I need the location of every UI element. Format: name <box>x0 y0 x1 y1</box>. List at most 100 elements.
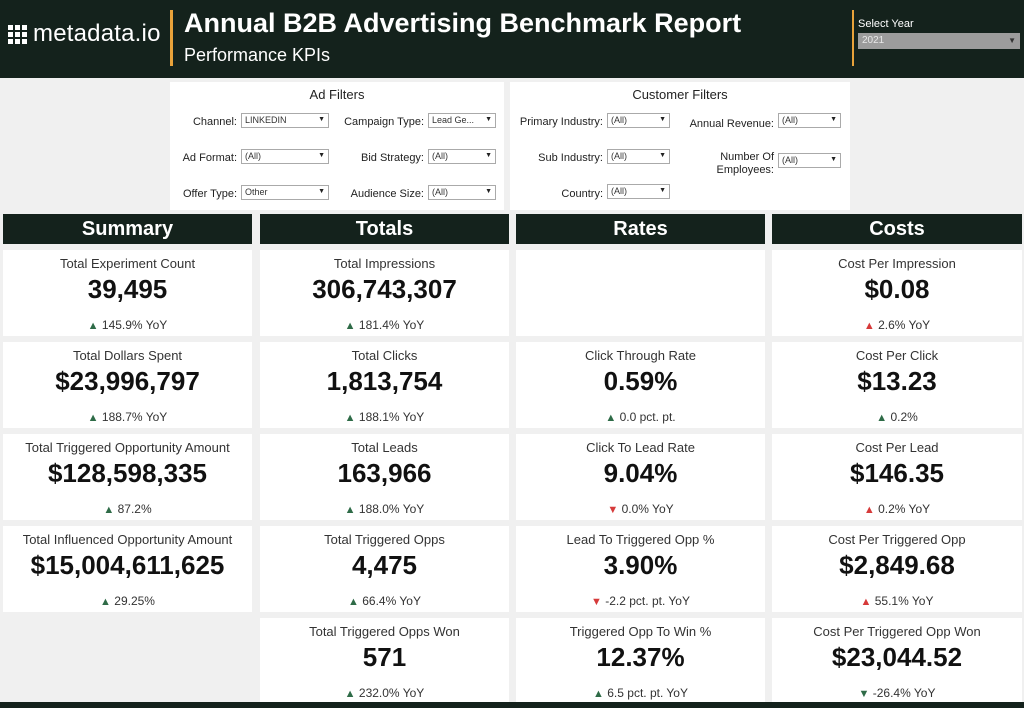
triangle-up-icon: ▲ <box>863 320 875 332</box>
kpi-card-empty <box>516 250 765 336</box>
bid-strategy-select[interactable]: (All) ▼ <box>428 149 496 164</box>
kpi-card: Triggered Opp To Win % 12.37% ▲ 6.5 pct.… <box>516 618 765 702</box>
triangle-up-icon: ▲ <box>876 412 888 424</box>
kpi-change-text: 0.2% <box>890 410 918 424</box>
primary-industry-value: (All) <box>611 115 627 125</box>
ad-filters-title: Ad Filters <box>309 87 365 102</box>
country-value: (All) <box>611 186 627 196</box>
logo: metadata.io <box>8 20 161 48</box>
campaign-type-value: Lead Ge... <box>432 115 475 125</box>
kpi-value: 4,475 <box>351 550 418 580</box>
kpi-change: ▼ -26.4% YoY <box>772 686 1022 700</box>
offer-type-select[interactable]: Other ▼ <box>241 185 329 200</box>
kpi-card: Total Influenced Opportunity Amount $15,… <box>3 526 252 612</box>
kpi-card: Click To Lead Rate 9.04% ▼ 0.0% YoY <box>516 434 765 520</box>
kpi-value: 571 <box>362 642 407 672</box>
triangle-up-icon: ▲ <box>344 688 356 700</box>
kpi-change-text: 145.9% YoY <box>101 318 168 332</box>
divider <box>170 10 173 66</box>
triangle-up-icon: ▲ <box>87 412 99 424</box>
kpi-change: ▲ 6.5 pct. pt. YoY <box>516 686 765 700</box>
page-subtitle: Performance KPIs <box>184 45 331 65</box>
triangle-up-icon: ▲ <box>344 320 356 332</box>
kpi-label: Cost Per Triggered Opp Won <box>813 624 981 639</box>
kpi-label: Click Through Rate <box>584 348 697 363</box>
offer-type-label: Offer Type: <box>182 188 237 200</box>
num-employees-select[interactable]: (All) ▼ <box>778 153 841 168</box>
kpi-change-text: 6.5 pct. pt. YoY <box>607 686 688 700</box>
kpi-change: ▲ 87.2% <box>3 502 252 516</box>
year-select[interactable]: 2021 ▼ <box>858 33 1020 49</box>
num-employees-label: Number Of Employees: <box>674 151 774 177</box>
kpi-card: Total Triggered Opportunity Amount $128,… <box>3 434 252 520</box>
sub-industry-value: (All) <box>611 151 627 161</box>
year-label: Select Year <box>858 18 914 30</box>
kpi-value: $23,044.52 <box>831 642 963 672</box>
kpi-label: Total Triggered Opps <box>324 532 445 547</box>
caret-down-icon: ▼ <box>659 187 666 194</box>
kpi-value: $0.08 <box>864 274 930 304</box>
primary-industry-select[interactable]: (All) ▼ <box>607 113 670 128</box>
kpi-change-text: 188.7% YoY <box>101 410 168 424</box>
kpi-change: ▲ 0.2% YoY <box>772 502 1022 516</box>
caret-down-icon: ▼ <box>318 188 325 195</box>
section-costs-header: Costs <box>772 214 1022 244</box>
kpi-change: ▲ 145.9% YoY <box>3 318 252 332</box>
annual-revenue-select[interactable]: (All) ▼ <box>778 113 841 128</box>
country-label: Country: <box>561 188 603 200</box>
campaign-type-label: Campaign Type: <box>344 116 424 128</box>
caret-down-icon: ▼ <box>830 116 837 123</box>
audience-size-select[interactable]: (All) ▼ <box>428 185 496 200</box>
year-value: 2021 <box>862 35 885 46</box>
kpi-change-text: 0.0 pct. pt. <box>619 410 676 424</box>
kpi-label: Cost Per Triggered Opp <box>828 532 966 547</box>
bid-strategy-value: (All) <box>432 151 448 161</box>
kpi-card: Click Through Rate 0.59% ▲ 0.0 pct. pt. <box>516 342 765 428</box>
campaign-type-select[interactable]: Lead Ge... ▼ <box>428 113 496 128</box>
kpi-card: Total Dollars Spent $23,996,797 ▲ 188.7%… <box>3 342 252 428</box>
kpi-change-text: 232.0% YoY <box>358 686 425 700</box>
kpi-card: Cost Per Click $13.23 ▲ 0.2% <box>772 342 1022 428</box>
kpi-value: $15,004,611,625 <box>30 550 225 580</box>
kpi-change-text: 0.0% YoY <box>621 502 674 516</box>
channel-select[interactable]: LINKEDIN ▼ <box>241 113 329 128</box>
triangle-up-icon: ▲ <box>348 596 359 608</box>
kpi-change: ▲ 0.2% <box>772 410 1022 424</box>
channel-label: Channel: <box>192 116 237 128</box>
sub-industry-select[interactable]: (All) ▼ <box>607 149 670 164</box>
kpi-card: Cost Per Impression $0.08 ▲ 2.6% YoY <box>772 250 1022 336</box>
kpi-value: 163,966 <box>337 458 432 488</box>
annual-revenue-value: (All) <box>782 115 798 125</box>
ad-filters-panel: Ad Filters Channel: LINKEDIN ▼ Campaign T… <box>170 82 504 210</box>
kpi-change-text: -26.4% YoY <box>872 686 936 700</box>
kpi-change: ▲ 188.7% YoY <box>3 410 252 424</box>
country-select[interactable]: (All) ▼ <box>607 184 670 199</box>
kpi-label: Total Leads <box>351 440 418 455</box>
ad-format-value: (All) <box>245 151 261 161</box>
kpi-value: 9.04% <box>603 458 678 488</box>
kpi-change: ▲ 232.0% YoY <box>260 686 509 700</box>
divider <box>852 10 854 66</box>
ad-format-label: Ad Format: <box>182 152 237 164</box>
kpi-value: 3.90% <box>603 550 678 580</box>
kpi-change-text: 29.25% <box>114 594 155 608</box>
kpi-value: $2,849.68 <box>839 550 955 580</box>
kpi-change: ▲ 0.0 pct. pt. <box>516 410 765 424</box>
kpi-label: Lead To Triggered Opp % <box>566 532 715 547</box>
sub-industry-label: Sub Industry: <box>538 152 603 164</box>
kpi-label: Click To Lead Rate <box>586 440 695 455</box>
kpi-card: Cost Per Triggered Opp Won $23,044.52 ▼ … <box>772 618 1022 702</box>
triangle-down-icon: ▼ <box>858 688 870 700</box>
caret-down-icon: ▼ <box>485 152 492 159</box>
num-employees-label-line2: Employees: <box>716 164 774 176</box>
section-summary-header: Summary <box>3 214 252 244</box>
triangle-down-icon: ▼ <box>607 504 619 516</box>
caret-down-icon: ▼ <box>318 152 325 159</box>
kpi-change: ▼ -2.2 pct. pt. YoY <box>516 594 765 608</box>
kpi-value: 1,813,754 <box>326 366 443 396</box>
header-bar: metadata.io Annual B2B Advertising Bench… <box>0 0 1024 78</box>
kpi-card: Lead To Triggered Opp % 3.90% ▼ -2.2 pct… <box>516 526 765 612</box>
ad-format-select[interactable]: (All) ▼ <box>241 149 329 164</box>
kpi-change-text: 0.2% YoY <box>878 502 931 516</box>
kpi-label: Total Dollars Spent <box>72 348 183 363</box>
